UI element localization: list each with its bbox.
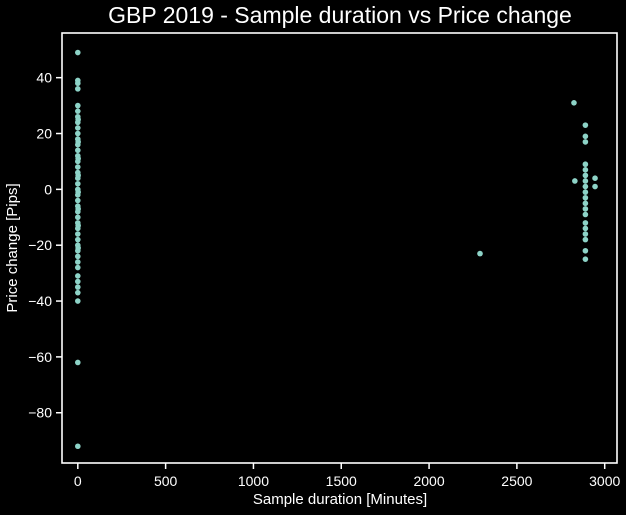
y-tick-label: −80 bbox=[28, 405, 52, 421]
data-point bbox=[75, 180, 81, 187]
data-point bbox=[75, 139, 81, 145]
y-axis-ticks: −80 −60 −40 −20 0 20 40 bbox=[28, 70, 62, 421]
data-point bbox=[582, 211, 589, 218]
data-point bbox=[75, 289, 81, 296]
x-tick-label: 0 bbox=[74, 473, 82, 489]
data-point bbox=[582, 225, 589, 232]
y-axis-label: Price change [Pips] bbox=[4, 183, 21, 312]
data-point bbox=[582, 256, 589, 262]
data-point bbox=[75, 231, 81, 237]
data-point bbox=[75, 108, 81, 114]
data-point bbox=[75, 130, 81, 137]
y-tick-label: 0 bbox=[44, 181, 52, 197]
x-tick-label: 1500 bbox=[326, 473, 357, 489]
data-point bbox=[75, 206, 81, 212]
x-tick-label: 500 bbox=[154, 473, 178, 489]
data-point bbox=[75, 214, 81, 221]
data-point bbox=[592, 183, 598, 190]
data-point bbox=[582, 139, 589, 145]
data-point bbox=[582, 178, 589, 184]
chart-title: GBP 2019 - Sample duration vs Price chan… bbox=[108, 2, 572, 28]
data-point bbox=[582, 194, 589, 201]
data-point bbox=[582, 122, 589, 128]
data-point bbox=[582, 200, 589, 207]
y-tick-label: −40 bbox=[28, 293, 52, 309]
data-point bbox=[75, 359, 81, 366]
data-point bbox=[75, 80, 81, 87]
data-point bbox=[582, 172, 589, 179]
data-point bbox=[571, 100, 577, 106]
data-point bbox=[75, 116, 81, 123]
data-point bbox=[592, 175, 598, 181]
y-tick-label: 40 bbox=[36, 70, 52, 86]
data-point bbox=[582, 167, 589, 173]
scatter-points bbox=[75, 49, 598, 450]
data-point bbox=[582, 133, 589, 140]
x-tick-label: 1000 bbox=[238, 473, 269, 489]
data-point bbox=[75, 49, 81, 56]
data-point bbox=[477, 250, 483, 257]
data-point bbox=[75, 273, 81, 279]
data-point bbox=[582, 247, 589, 254]
data-point bbox=[582, 189, 589, 195]
data-point bbox=[582, 220, 589, 226]
data-point bbox=[75, 253, 81, 260]
data-point bbox=[75, 222, 81, 229]
data-point bbox=[75, 264, 81, 271]
data-point bbox=[75, 147, 81, 154]
data-point bbox=[572, 178, 578, 184]
data-point bbox=[75, 278, 81, 285]
data-point bbox=[582, 206, 589, 212]
data-point bbox=[75, 197, 81, 204]
data-point bbox=[582, 231, 589, 237]
data-point bbox=[75, 443, 81, 450]
data-point bbox=[75, 155, 81, 162]
y-tick-label: −20 bbox=[28, 237, 52, 253]
data-point bbox=[75, 245, 81, 251]
data-point bbox=[75, 236, 81, 243]
x-axis-label: Sample duration [Minutes] bbox=[253, 491, 427, 508]
data-point bbox=[75, 259, 81, 265]
data-point bbox=[75, 164, 81, 170]
data-point bbox=[75, 189, 81, 195]
data-point bbox=[582, 161, 589, 168]
data-point bbox=[75, 86, 81, 92]
x-tick-label: 2000 bbox=[413, 473, 444, 489]
x-axis-ticks: 0 500 1000 1500 2000 2500 3000 bbox=[74, 463, 620, 489]
y-tick-label: 20 bbox=[36, 126, 52, 142]
data-point bbox=[582, 183, 589, 190]
data-point bbox=[75, 284, 81, 290]
data-point bbox=[75, 102, 81, 109]
data-point bbox=[75, 172, 81, 179]
data-point bbox=[582, 236, 589, 243]
x-tick-label: 2500 bbox=[501, 473, 532, 489]
axes-frame bbox=[61, 32, 618, 464]
x-tick-label: 3000 bbox=[589, 473, 620, 489]
data-point bbox=[75, 125, 81, 131]
data-point bbox=[75, 298, 81, 304]
plot-area bbox=[61, 32, 618, 464]
y-tick-label: −60 bbox=[28, 349, 52, 365]
